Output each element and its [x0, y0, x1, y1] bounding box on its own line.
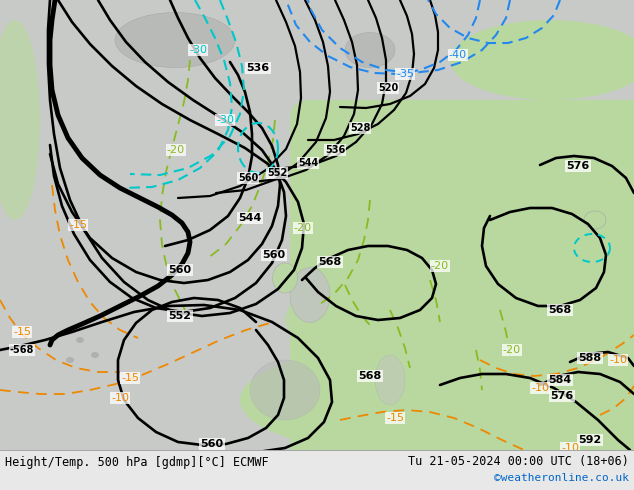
Ellipse shape [250, 360, 320, 420]
Ellipse shape [375, 355, 405, 405]
Text: 560: 560 [169, 265, 191, 275]
Text: -15: -15 [121, 373, 139, 383]
Text: 544: 544 [298, 158, 318, 168]
FancyBboxPatch shape [290, 100, 634, 470]
Ellipse shape [0, 20, 40, 220]
Text: -20: -20 [167, 145, 185, 155]
Ellipse shape [450, 20, 634, 100]
Text: -10: -10 [609, 355, 627, 365]
Ellipse shape [91, 352, 99, 358]
Text: -20: -20 [503, 345, 521, 355]
Text: -20: -20 [431, 261, 449, 271]
Text: 544: 544 [238, 213, 262, 223]
Ellipse shape [240, 350, 520, 450]
Text: 536: 536 [325, 145, 345, 155]
Text: 552: 552 [169, 311, 191, 321]
Ellipse shape [584, 211, 606, 229]
Text: 568: 568 [358, 371, 382, 381]
Text: 568: 568 [318, 257, 342, 267]
Ellipse shape [66, 357, 74, 363]
Text: -568: -568 [10, 345, 34, 355]
Text: Height/Temp. 500 hPa [gdmp][°C] ECMWF: Height/Temp. 500 hPa [gdmp][°C] ECMWF [5, 456, 269, 468]
Text: 552: 552 [267, 168, 287, 178]
Text: -15: -15 [386, 413, 404, 423]
Text: 560: 560 [200, 439, 224, 449]
Text: -15: -15 [69, 220, 87, 230]
Ellipse shape [273, 263, 297, 293]
Text: 560: 560 [238, 173, 258, 183]
Ellipse shape [290, 268, 330, 322]
Ellipse shape [285, 295, 345, 345]
Bar [0, 450, 634, 490]
Text: -10: -10 [561, 443, 579, 453]
Text: 592: 592 [578, 435, 602, 445]
Text: -40: -40 [449, 50, 467, 60]
Text: -10: -10 [531, 383, 549, 393]
Text: 536: 536 [247, 63, 269, 73]
Text: 528: 528 [350, 123, 370, 133]
Text: -15: -15 [13, 327, 31, 337]
Text: -10: -10 [111, 393, 129, 403]
Ellipse shape [345, 32, 395, 68]
Text: 568: 568 [548, 305, 572, 315]
Text: 520: 520 [378, 83, 398, 93]
Text: -30: -30 [216, 115, 234, 125]
Ellipse shape [115, 13, 235, 68]
Text: 588: 588 [578, 353, 602, 363]
Text: ©weatheronline.co.uk: ©weatheronline.co.uk [494, 473, 629, 483]
Text: 576: 576 [550, 391, 574, 401]
Text: 576: 576 [566, 161, 590, 171]
Text: 584: 584 [548, 375, 572, 385]
Text: -20: -20 [294, 223, 312, 233]
Text: -35: -35 [396, 69, 414, 79]
Text: -30: -30 [189, 45, 207, 55]
Ellipse shape [76, 337, 84, 343]
Text: 560: 560 [262, 250, 285, 260]
Text: Tu 21-05-2024 00:00 UTC (18+06): Tu 21-05-2024 00:00 UTC (18+06) [408, 455, 629, 467]
